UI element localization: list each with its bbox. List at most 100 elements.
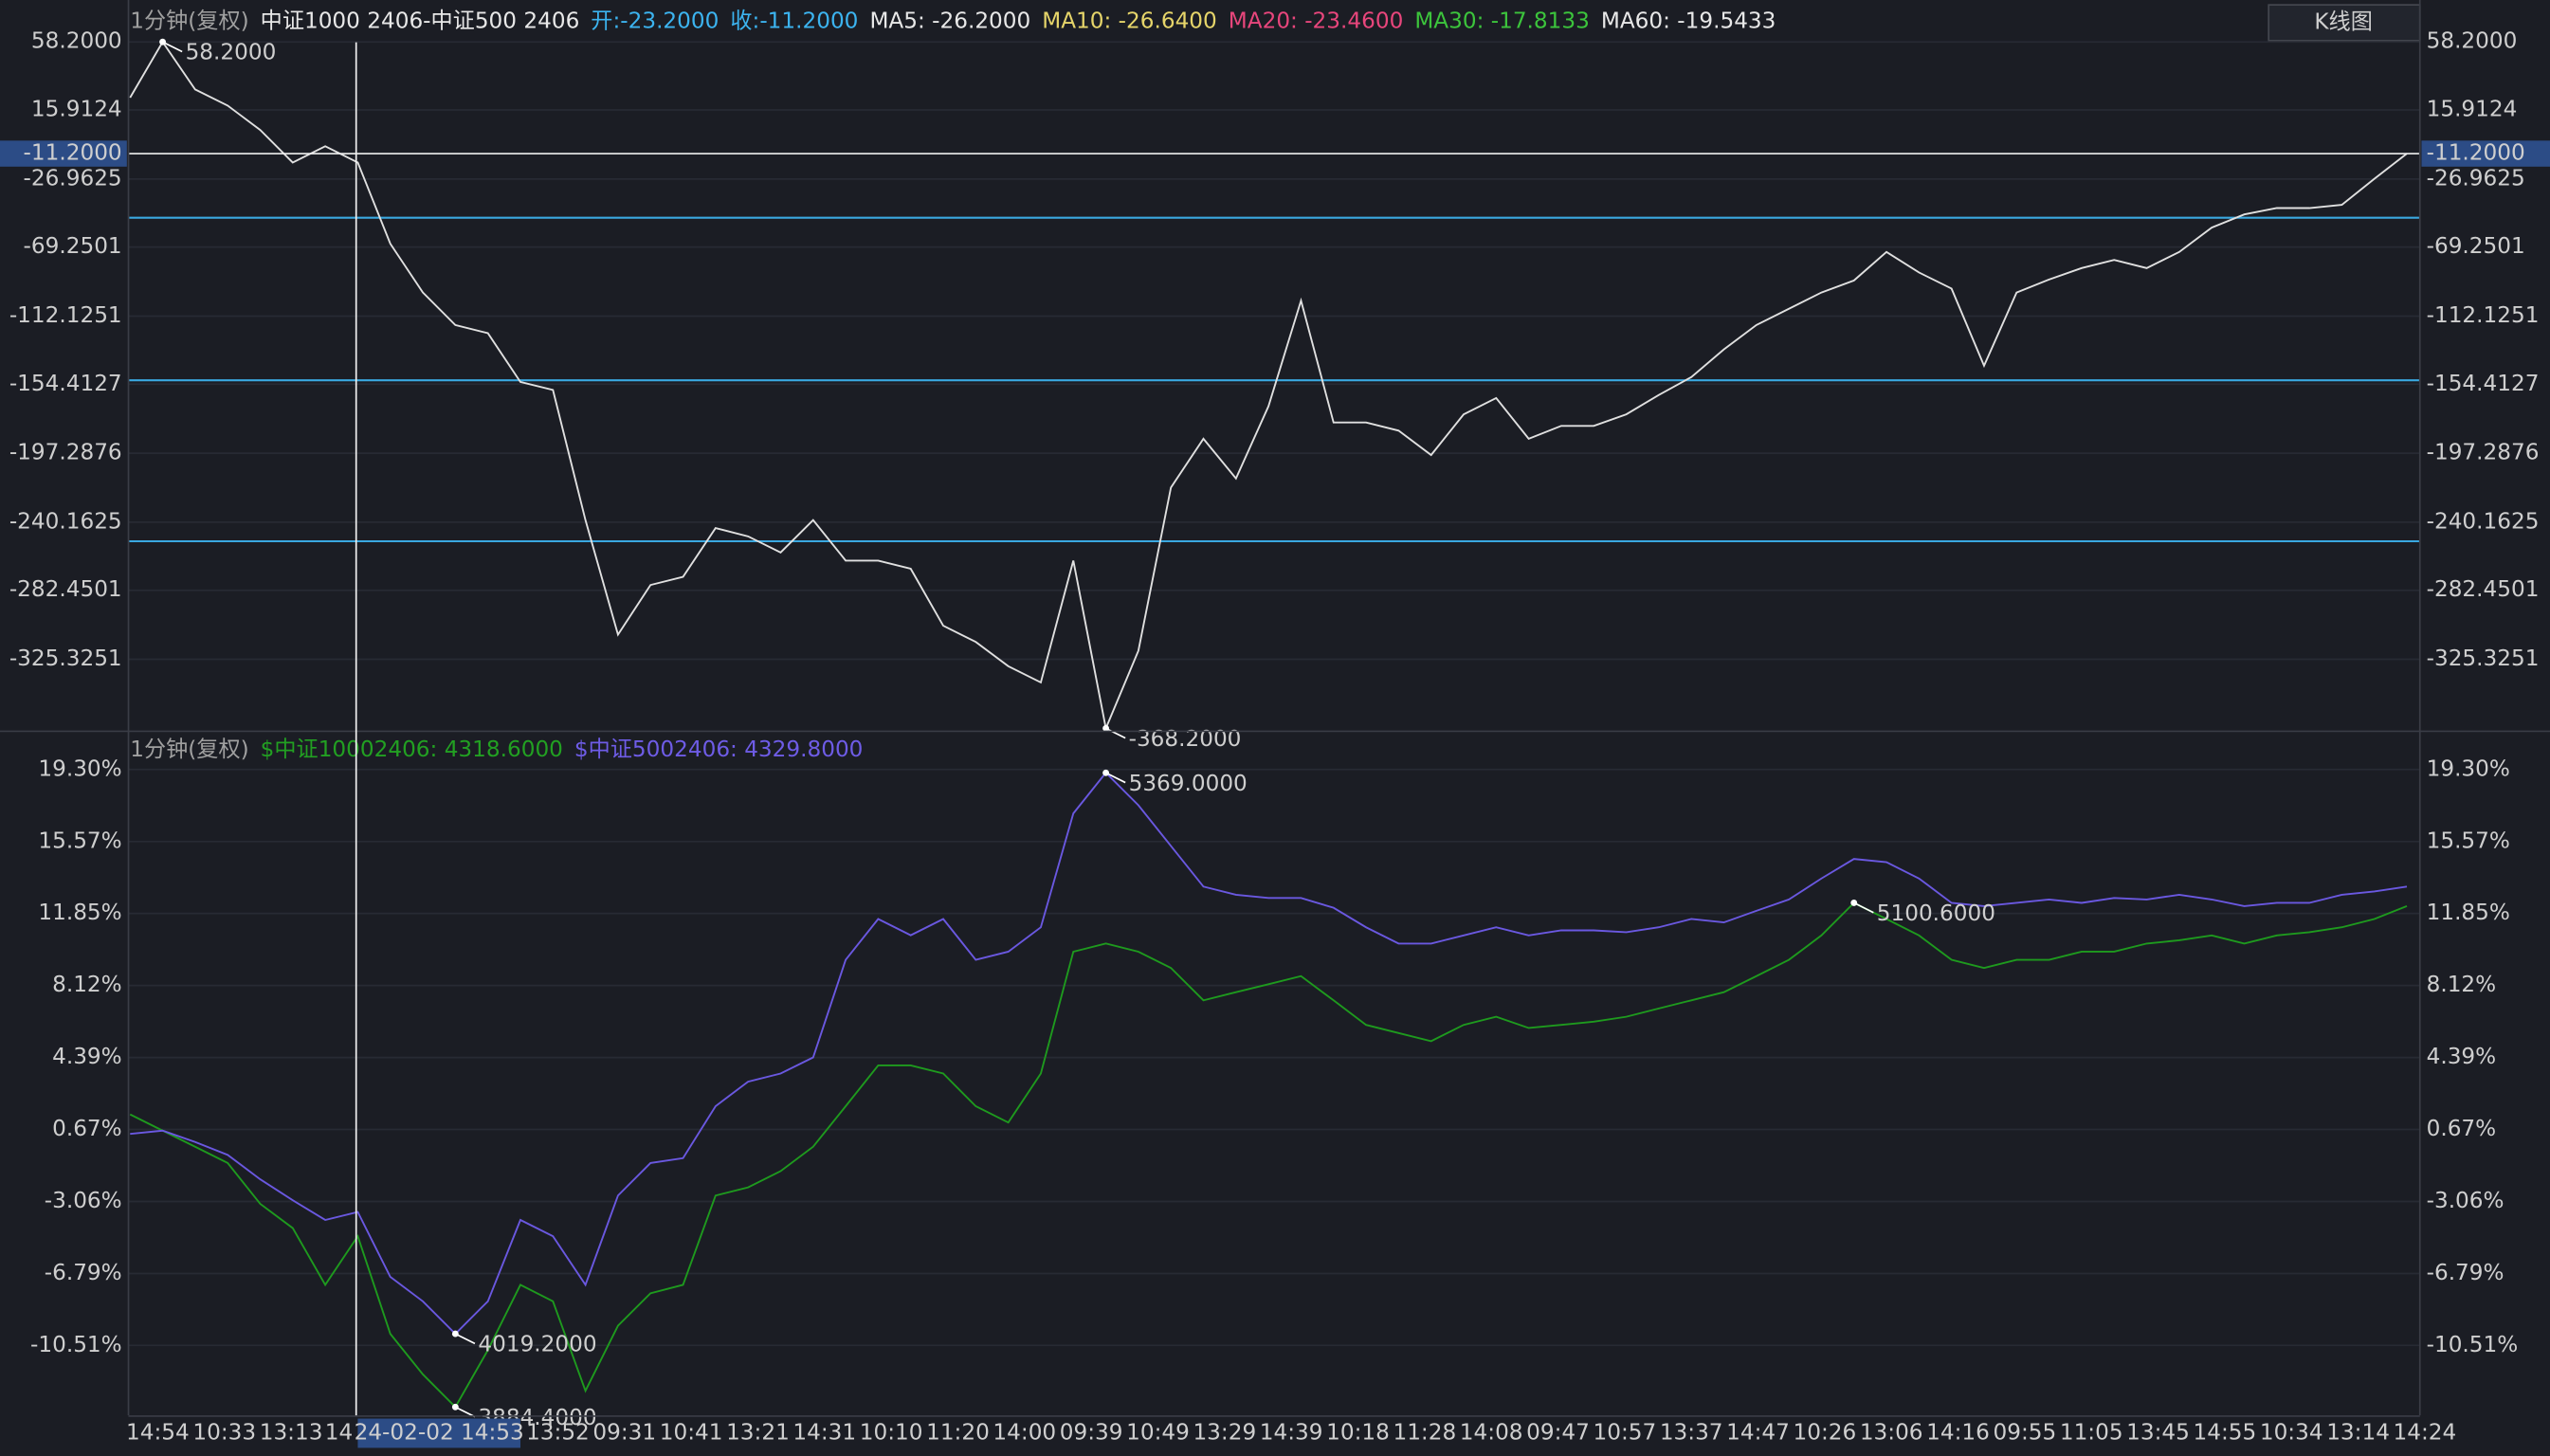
y-tick-label-right: -282.4501 xyxy=(2427,577,2540,602)
annotation-leader xyxy=(1105,727,1126,739)
y-tick-label: -26.9625 xyxy=(24,166,122,191)
series-line xyxy=(129,40,2408,732)
header-item: 中证1000 2406-中证500 2406 xyxy=(261,9,580,33)
x-tick-label: 11:05 xyxy=(2060,1420,2123,1445)
y-tick-label-right: -69.2501 xyxy=(2427,234,2525,259)
y-tick-label-right: -10.51% xyxy=(2427,1333,2519,1357)
annotation-leader xyxy=(162,41,183,53)
x-tick-label: 13:21 xyxy=(726,1420,790,1445)
x-tick-label: 10:18 xyxy=(1326,1420,1390,1445)
header-item: MA20: -23.4600 xyxy=(1229,9,1404,33)
x-tick-label: 13:37 xyxy=(1660,1420,1723,1445)
header-item: 收:-11.2000 xyxy=(730,9,858,33)
y-tick-label-right: -325.3251 xyxy=(2427,646,2540,671)
header-item: MA5: -26.2000 xyxy=(869,9,1030,33)
y-tick-label-right: -240.1625 xyxy=(2427,509,2540,534)
x-tick-label: 10:34 xyxy=(2260,1420,2323,1445)
last-value-label-right: -11.2000 xyxy=(2427,141,2525,166)
header-item: 1分钟(复权) xyxy=(130,737,248,762)
y-tick-label: -6.79% xyxy=(45,1261,122,1285)
header-item: MA10: -26.6400 xyxy=(1042,9,1217,33)
x-tick-label: 14:39 xyxy=(1260,1420,1323,1445)
x-tick-label: 10:57 xyxy=(1593,1420,1656,1445)
y-tick-label-right: -6.79% xyxy=(2427,1261,2504,1285)
x-tick-label: 09:55 xyxy=(1994,1420,2057,1445)
x-tick-label: 13:52 xyxy=(526,1420,590,1445)
y-tick-label-right: 4.39% xyxy=(2427,1045,2497,1069)
series-line xyxy=(129,901,2408,1409)
annotation-point xyxy=(451,1330,459,1338)
x-tick-label: 10:49 xyxy=(1126,1420,1190,1445)
x-tick-label: 14:16 xyxy=(1926,1420,1990,1445)
cursor-label-box xyxy=(357,1418,520,1448)
header-item: 开:-23.2000 xyxy=(591,9,719,33)
y-tick-label-right: 15.57% xyxy=(2427,828,2510,853)
x-tick-label: 09:39 xyxy=(1060,1420,1123,1445)
x-tick-label: 14:31 xyxy=(792,1420,856,1445)
y-tick-label-right: -112.1251 xyxy=(2427,303,2540,328)
x-tick-label: 13:45 xyxy=(2126,1420,2190,1445)
x-tick-label: 14:08 xyxy=(1460,1420,1523,1445)
y-tick-label: 4.39% xyxy=(52,1045,122,1069)
last-value-box-right xyxy=(2421,140,2550,167)
y-tick-label-right: -3.06% xyxy=(2427,1189,2504,1213)
y-tick-label-right: -154.4127 xyxy=(2427,372,2540,396)
y-tick-label: 11.85% xyxy=(38,901,121,925)
x-tick-label: 14:24 xyxy=(2394,1420,2457,1445)
annotation-label: 5100.6000 xyxy=(1877,901,1995,926)
x-tick-label: 10:41 xyxy=(660,1420,723,1445)
last-value-box xyxy=(0,140,127,167)
kline-button[interactable] xyxy=(2268,4,2421,42)
y-tick-label-right: -26.9625 xyxy=(2427,166,2525,191)
x-tick-label: 14:47 xyxy=(1726,1420,1790,1445)
annotation-point xyxy=(1102,769,1110,776)
y-tick-label: 0.67% xyxy=(52,1117,122,1141)
header-item: MA30: -17.8133 xyxy=(1414,9,1590,33)
x-tick-label: 10:10 xyxy=(860,1420,923,1445)
last-value-label: -11.2000 xyxy=(24,141,122,166)
header-item: MA60: -19.5433 xyxy=(1601,9,1776,33)
y-tick-label-right: 8.12% xyxy=(2427,973,2497,997)
x-tick-label: 09:47 xyxy=(1526,1420,1590,1445)
y-tick-label: -69.2501 xyxy=(24,234,122,259)
annotation-label: 4019.2000 xyxy=(478,1333,596,1357)
y-tick-label: 58.2000 xyxy=(31,29,122,54)
header-item: 1分钟(复权) xyxy=(130,9,248,33)
y-tick-label-right: -197.2876 xyxy=(2427,441,2540,465)
x-tick-label: 13:14 xyxy=(2326,1420,2390,1445)
x-tick-label: 11:28 xyxy=(1393,1420,1456,1445)
y-tick-label: 15.9124 xyxy=(31,98,122,122)
cursor-label: 24-02-02 14:53 xyxy=(355,1420,524,1445)
pane-header: 1分钟(复权) 中证1000 2406-中证500 2406 开:-23.2000 收… xyxy=(130,9,1776,33)
x-tick-label: 13:06 xyxy=(1860,1420,1923,1445)
y-tick-label: 19.30% xyxy=(38,756,121,781)
header-item: $中证5002406: 4329.8000 xyxy=(574,737,864,762)
x-tick-label: 13:29 xyxy=(1193,1420,1256,1445)
series-line xyxy=(130,771,2408,1336)
y-tick-label: -154.4127 xyxy=(9,372,122,396)
annotation-leader xyxy=(1105,772,1126,784)
annotation-leader xyxy=(1853,901,1874,914)
x-tick-label: 14:55 xyxy=(2194,1420,2257,1445)
y-tick-label-right: 15.9124 xyxy=(2427,98,2518,122)
annotation-point xyxy=(451,1403,459,1410)
y-tick-label-right: 19.30% xyxy=(2427,756,2510,781)
y-tick-label-right: 11.85% xyxy=(2427,901,2510,925)
y-tick-label: -3.06% xyxy=(45,1189,122,1213)
y-tick-label-right: 58.2000 xyxy=(2427,29,2518,54)
y-tick-label: -10.51% xyxy=(30,1333,122,1357)
annotation-point xyxy=(159,38,166,46)
header-item: $中证10002406: 4318.6000 xyxy=(261,737,563,762)
y-tick-label: -197.2876 xyxy=(9,441,122,465)
y-tick-label: -325.3251 xyxy=(9,646,122,671)
x-tick-label: 10:26 xyxy=(1793,1420,1856,1445)
x-tick-label: 13:13 xyxy=(260,1420,323,1445)
kline-button-label[interactable]: K线图 xyxy=(2314,10,2372,35)
y-tick-label-right: 0.67% xyxy=(2427,1117,2497,1141)
x-tick-label: 14:00 xyxy=(993,1420,1056,1445)
x-tick-label: 11:20 xyxy=(926,1420,990,1445)
x-tick-label: 14:54 xyxy=(126,1420,190,1445)
annotation-label: 5369.0000 xyxy=(1129,772,1248,796)
pane-header: 1分钟(复权) $中证10002406: 4318.6000 $中证5002406:… xyxy=(130,737,863,762)
